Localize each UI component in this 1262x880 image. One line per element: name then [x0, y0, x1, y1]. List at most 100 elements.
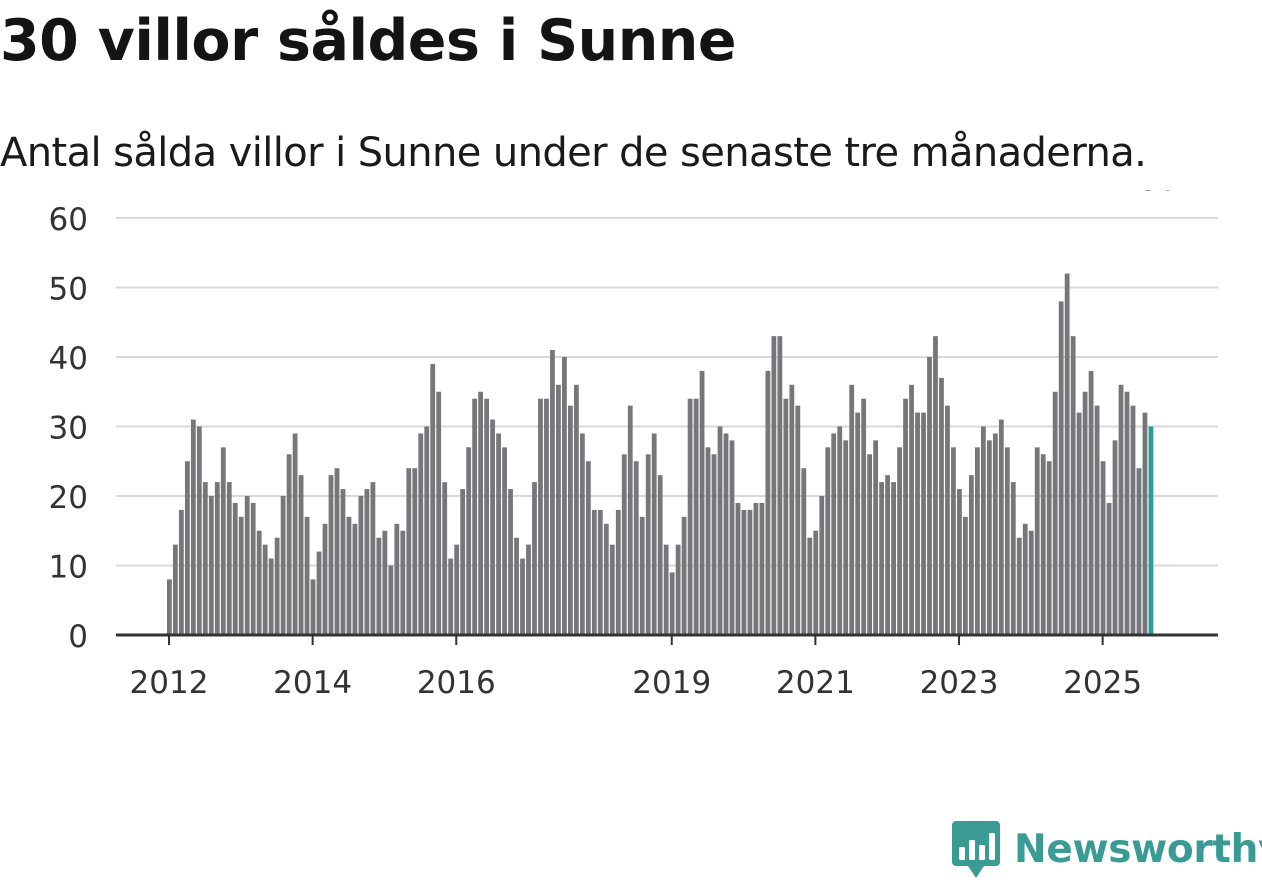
- bar: [1010, 482, 1016, 635]
- bar: [885, 475, 890, 635]
- bar: [178, 509, 184, 635]
- bar: [639, 516, 645, 635]
- bar: [484, 398, 490, 635]
- bar: [220, 447, 226, 635]
- bar: [621, 454, 627, 635]
- bar: [1130, 405, 1136, 635]
- bar: [520, 558, 525, 635]
- bar: [957, 489, 962, 635]
- bar: [340, 489, 346, 635]
- bar: [603, 523, 609, 635]
- bar: [400, 530, 406, 635]
- bar: [190, 419, 196, 635]
- bar: [771, 336, 777, 635]
- bar: [550, 350, 555, 635]
- bar: [681, 516, 687, 635]
- bar: [831, 433, 837, 635]
- bar: [717, 426, 723, 635]
- bar: [651, 433, 657, 635]
- brand-name: Newsworthy: [1014, 826, 1262, 872]
- bar: [238, 516, 244, 635]
- bar: [364, 489, 370, 635]
- bar: [765, 370, 771, 635]
- bar: [567, 405, 573, 635]
- bar: [693, 398, 699, 635]
- bar: [382, 530, 388, 635]
- bar: [789, 384, 795, 635]
- bar: [202, 482, 208, 635]
- bar: [526, 544, 531, 635]
- bar: [556, 384, 561, 635]
- bar: [909, 384, 914, 635]
- bar: [562, 357, 567, 635]
- bar: [184, 461, 190, 635]
- bar: [861, 398, 867, 635]
- y-tick-label: 0: [68, 619, 88, 655]
- y-tick-label: 10: [49, 550, 88, 586]
- bar: [873, 440, 879, 635]
- bar: [544, 398, 549, 635]
- bar: [915, 412, 920, 635]
- bar: [208, 496, 214, 635]
- bar: [310, 579, 316, 635]
- bar: [232, 502, 238, 635]
- bar: [394, 523, 400, 635]
- bar: [741, 509, 747, 635]
- value-annotation: 30: [1140, 190, 1177, 197]
- bar: [645, 454, 651, 635]
- bar: [585, 461, 591, 635]
- bar: [376, 537, 382, 635]
- bar: [1046, 461, 1052, 635]
- bar: [196, 426, 202, 635]
- y-tick-label: 20: [49, 480, 88, 516]
- bar: [753, 502, 759, 635]
- bar: [538, 398, 543, 635]
- bar: [448, 558, 454, 635]
- x-tick-label: 2014: [273, 665, 352, 700]
- bar: [891, 482, 896, 635]
- bar: [286, 454, 292, 635]
- bar: [945, 405, 950, 635]
- bar: [897, 447, 902, 635]
- bar: [172, 544, 178, 635]
- bar: [849, 384, 855, 635]
- bar: [705, 447, 711, 635]
- bar: [699, 370, 705, 635]
- bar: [1034, 447, 1040, 635]
- bar: [274, 537, 280, 635]
- bar: [460, 489, 466, 635]
- x-tick-label: 2025: [1063, 665, 1142, 700]
- x-tick-label: 2021: [776, 665, 855, 700]
- bar: [675, 544, 681, 635]
- bar: [974, 447, 980, 635]
- y-tick-label: 30: [49, 411, 88, 447]
- bar: [346, 516, 352, 635]
- bar: [747, 509, 753, 635]
- bar: [1106, 502, 1112, 635]
- bar: [352, 523, 358, 635]
- bar: [573, 384, 579, 635]
- bar: [454, 544, 460, 635]
- bar-highlight: [1148, 426, 1154, 635]
- bar: [370, 482, 376, 635]
- bar: [633, 461, 639, 635]
- bar: [334, 468, 340, 635]
- x-tick-label: 2023: [920, 665, 999, 700]
- bar: [167, 579, 172, 635]
- newsworthy-bar-chart-icon: [952, 821, 1000, 878]
- bar: [262, 544, 268, 635]
- y-tick-label: 60: [49, 202, 88, 238]
- bar: [1118, 384, 1124, 635]
- bar: [508, 489, 513, 635]
- chart-subtitle: Antal sålda villor i Sunne under de sena…: [0, 130, 1147, 176]
- bar: [1004, 447, 1010, 635]
- bar: [837, 426, 843, 635]
- bar: [729, 440, 735, 635]
- bar: [783, 398, 789, 635]
- bar-chart: 30 0 10 20 30 40 50 60 2012 2014 2016 2019 2021 2023…: [49, 190, 1218, 700]
- bar: [424, 426, 430, 635]
- bar: [1040, 454, 1046, 635]
- bar: [968, 475, 974, 635]
- bar: [843, 440, 849, 635]
- bar: [1016, 537, 1022, 635]
